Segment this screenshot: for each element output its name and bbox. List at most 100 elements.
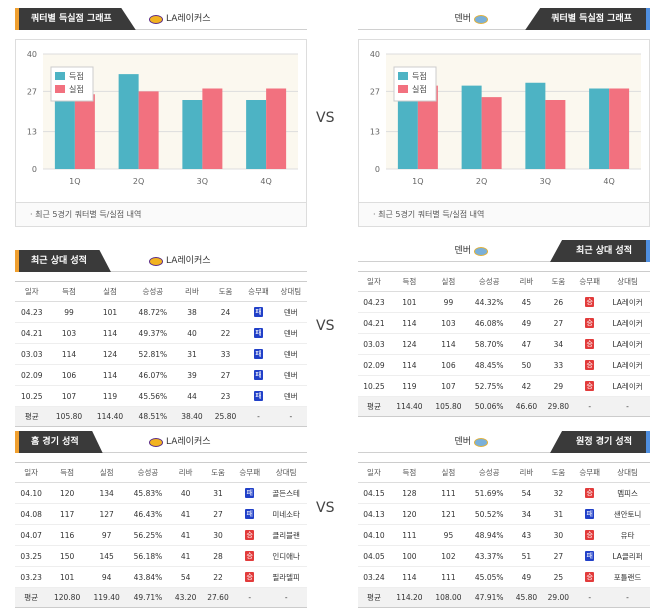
table-cell: 덴버 (274, 322, 307, 344)
left-team-label-2: LA레이커스 (149, 250, 211, 272)
table-cell: 49.37% (130, 322, 176, 344)
table-cell: 117 (47, 503, 87, 525)
right-team-label-2: 덴버 (454, 240, 488, 262)
table-cell: 04.13 (358, 503, 390, 525)
table-cell: 34 (542, 333, 575, 355)
right-quarter-tabbar: 덴버 쿼터별 득실점 그래프 (358, 8, 650, 30)
table-cell: 49 (510, 566, 543, 588)
table-cell: - (605, 396, 650, 417)
table-cell: 128 (389, 482, 429, 504)
table-cell: 56.18% (126, 545, 170, 567)
denver-logo-icon (474, 246, 488, 256)
table-cell: 105.80 (428, 396, 468, 417)
column-header: 승성공 (467, 271, 511, 292)
home-tab[interactable]: 홈 경기 성적 (15, 431, 103, 453)
table-cell: 33 (208, 343, 243, 365)
table-cell: 50.52% (467, 503, 511, 525)
right-team-name: 덴버 (454, 14, 471, 24)
average-row: 평균 114.20 108.00 47.91% 45.80 29.00- - (358, 587, 650, 608)
right-team-name-3: 덴버 (454, 437, 471, 447)
table-cell: - (265, 587, 307, 608)
table-cell: 127 (86, 503, 127, 525)
legend-swatch (398, 72, 408, 80)
table-cell: 58.70% (467, 333, 511, 355)
table-header-row: 일자 득점 실점 승성공 리바 도움 승무패 상대팀 (15, 462, 307, 483)
table-cell: 111 (428, 482, 468, 504)
average-row: 평균 114.40 105.80 50.06% 46.60 29.80- - (358, 396, 650, 417)
table-cell: 25.80 (208, 406, 243, 427)
table-cell: 40 (169, 482, 202, 504)
table-row: 03.24 114 111 45.05% 49 25 승 포틀랜드 (358, 566, 650, 588)
table-cell: LA레이커 (605, 312, 650, 334)
table-cell: LA레이커 (605, 291, 650, 313)
recent-tab-right[interactable]: 최근 상대 성적 (550, 240, 650, 262)
column-header: 승무패 (574, 462, 606, 483)
table-cell: 119 (389, 375, 429, 397)
column-header: 승성공 (130, 281, 176, 302)
quarter-tab[interactable]: 쿼터별 득실점 그래프 (15, 8, 136, 30)
y-tick-label: 40 (370, 50, 380, 59)
table-cell: 99 (428, 291, 468, 313)
result-badge: 패 (585, 509, 595, 519)
table-row: 03.03 124 114 58.70% 47 34 승 LA레이커 (358, 333, 650, 355)
table-cell: 51.69% (467, 482, 511, 504)
column-header: 도움 (542, 271, 575, 292)
table-cell: 100 (389, 545, 429, 567)
table-cell: 덴버 (274, 364, 307, 386)
table-row: 04.23 101 99 44.32% 45 26 승 LA레이커 (358, 291, 650, 313)
right-recent-panel: 덴버 최근 상대 성적 일자 득점 실점 승성공 리바 도움 승무패 상대팀 04.23 101 9… (358, 240, 650, 417)
result-cell: 승 (574, 566, 606, 588)
column-header: 일자 (15, 281, 49, 302)
table-cell: 22 (201, 566, 235, 588)
recent-tab[interactable]: 최근 상대 성적 (15, 250, 111, 272)
table-cell: 106 (428, 354, 468, 376)
left-team-name-3: LA레이커스 (166, 437, 211, 447)
table-row: 04.10 120 134 45.83% 40 31 패 골든스테 (15, 482, 307, 504)
x-tick-label: 1Q (69, 177, 80, 186)
table-header-row: 일자 득점 실점 승성공 리바 도움 승무패 상대팀 (358, 462, 650, 483)
table-cell: 54 (169, 566, 202, 588)
table-cell: 114 (428, 333, 468, 355)
table-cell: 48.94% (467, 524, 511, 546)
table-cell: 99 (48, 301, 90, 323)
table-cell: 120.80 (47, 587, 87, 608)
table-cell: 미네소타 (265, 503, 307, 525)
table-cell: 03.25 (15, 545, 48, 567)
result-cell: 패 (242, 364, 275, 386)
table-cell: 45.05% (467, 566, 511, 588)
x-tick-label: 2Q (476, 177, 487, 186)
denver-logo-icon (474, 437, 488, 447)
quarter-tab-right[interactable]: 쿼터별 득실점 그래프 (525, 8, 650, 30)
left-recent-tabbar: 최근 상대 성적 LA레이커스 (15, 250, 307, 272)
table-cell: 119.40 (86, 587, 127, 608)
table-row: 03.25 150 145 56.18% 41 28 승 인디애나 (15, 545, 307, 567)
column-header: 도움 (201, 462, 235, 483)
table-cell: 114 (389, 354, 429, 376)
table-cell: 평균 (15, 406, 49, 427)
away-tab[interactable]: 원정 경기 성적 (550, 431, 650, 453)
result-badge: 승 (245, 551, 255, 561)
table-cell: 29.80 (542, 396, 575, 417)
column-header: 일자 (358, 462, 390, 483)
column-header: 일자 (358, 271, 390, 292)
result-badge: 패 (585, 551, 595, 561)
table-cell: 평균 (358, 396, 390, 417)
table-cell: 02.09 (15, 364, 49, 386)
table-cell: 124 (89, 343, 131, 365)
table-cell: 41 (169, 524, 202, 546)
table-row: 10.25 119 107 52.75% 42 29 승 LA레이커 (358, 375, 650, 397)
table-cell: 멤피스 (605, 482, 650, 504)
table-row: 04.21 103 114 49.37% 40 22 패 덴버 (15, 322, 307, 344)
right-quarter-panel: 덴버 쿼터별 득실점 그래프 0 13 27 40 1Q 2Q 3Q 4Q 득점 실점 · 최근 … (358, 8, 650, 227)
table-cell: 52.81% (130, 343, 176, 365)
table-cell: - (574, 587, 606, 608)
table-cell: 04.05 (358, 545, 390, 567)
table-cell: 04.21 (358, 312, 390, 334)
table-cell: 32 (542, 482, 575, 504)
table-cell: 덴버 (274, 301, 307, 323)
column-header: 승무패 (574, 271, 606, 292)
result-cell: 패 (574, 545, 606, 567)
table-cell: 43.84% (126, 566, 170, 588)
x-tick-label: 3Q (197, 177, 208, 186)
